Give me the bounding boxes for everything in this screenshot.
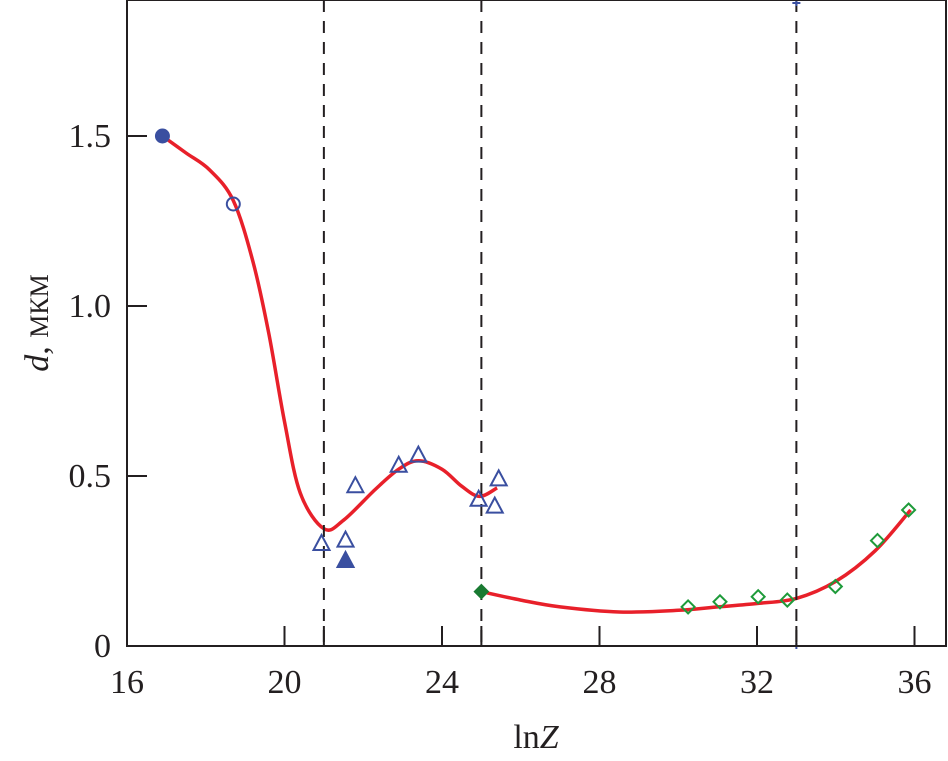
x-tick-label: 16	[110, 664, 144, 701]
x-tick-label: 20	[268, 664, 302, 701]
triangle-marker	[345, 475, 366, 494]
triangle-marker	[489, 468, 509, 487]
diamond-marker	[869, 532, 886, 549]
x-axis-label-var: Z	[540, 719, 560, 756]
triangle-marker	[335, 549, 356, 568]
plot-frame	[126, 0, 947, 647]
y-axis-label-unit: МКМ	[25, 274, 54, 338]
diamond-marker	[750, 588, 767, 605]
x-axis-label-ln: ln	[513, 719, 539, 756]
x-axis-label: lnZ	[513, 719, 559, 756]
data-points	[154, 128, 917, 615]
triangle-marker	[485, 495, 505, 514]
fit-curve	[161, 134, 498, 532]
fit-curve	[481, 508, 912, 614]
y-tick-label: 0.5	[69, 458, 112, 495]
triangle-marker	[408, 444, 429, 463]
y-axis-label-comma: ,	[19, 338, 56, 355]
triangle-marker	[468, 488, 489, 507]
y-tick-label: 1.0	[69, 288, 112, 325]
triangle-marker	[389, 454, 409, 473]
x-tick-label: 24	[425, 664, 459, 701]
diamond-marker	[900, 502, 917, 518]
plus-marker	[792, 0, 801, 649]
x-tick-label: 28	[583, 664, 617, 701]
vertical-dashed-lines	[322, 0, 801, 649]
y-axis-label-var: d	[19, 354, 56, 372]
y-tick-label: 0	[94, 628, 111, 665]
x-tick-label: 32	[740, 664, 774, 701]
triangle-marker	[311, 532, 332, 551]
x-tick-label: 36	[898, 664, 932, 701]
diamond-marker	[680, 598, 697, 615]
diamond-marker	[827, 578, 844, 595]
diamond-marker	[712, 593, 728, 610]
y-tick-label: 1.5	[69, 118, 112, 155]
diamond-marker	[779, 592, 796, 609]
triangle-marker	[335, 529, 356, 548]
y-axis-ticks: 0 0.5 1.0 1.5	[69, 118, 147, 665]
circle-marker	[225, 196, 241, 212]
fit-curves	[161, 134, 912, 614]
y-axis-label: d, МКМ	[19, 274, 56, 372]
diamond-marker	[473, 583, 490, 600]
x-axis-ticks: 16 20 24 28 32 36	[110, 626, 932, 701]
circle-marker	[154, 128, 170, 144]
